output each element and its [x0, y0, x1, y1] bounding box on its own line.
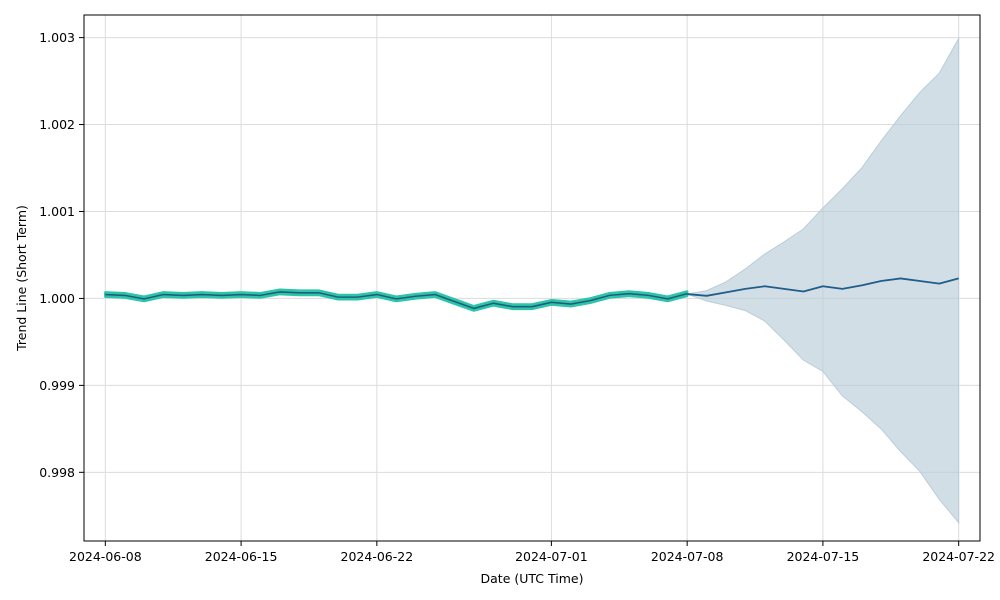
y-tick-label: 1.001: [39, 204, 75, 219]
y-axis-label: Trend Line (Short Term): [14, 205, 29, 352]
history-band: [104, 288, 689, 312]
y-axis: 0.998 0.999 1.000 1.001 1.002 1.003: [39, 30, 84, 480]
y-tick-label: 0.998: [39, 465, 75, 480]
x-tick-label: 2024-06-22: [341, 549, 414, 564]
forecast-trend-line: [687, 277, 959, 297]
x-tick-label: 2024-07-22: [922, 549, 995, 564]
series-layer: [104, 36, 960, 525]
x-tick-label: 2024-06-15: [205, 549, 278, 564]
y-tick-label: 0.999: [39, 378, 75, 393]
y-tick-label: 1.000: [39, 291, 75, 306]
x-tick-label: 2024-07-15: [787, 549, 860, 564]
x-tick-label: 2024-07-01: [515, 549, 588, 564]
x-tick-label: 2024-06-08: [69, 549, 142, 564]
x-tick-label: 2024-07-08: [651, 549, 724, 564]
y-tick-label: 1.002: [39, 117, 75, 132]
x-axis-label: Date (UTC Time): [481, 571, 584, 586]
plot-frame: [83, 14, 981, 542]
history-trend-line: [105, 291, 688, 310]
x-axis: 2024-06-08 2024-06-15 2024-06-22 2024-07-01…: [69, 541, 995, 564]
forecast-confidence-band: [685, 36, 960, 525]
y-tick-label: 1.003: [39, 30, 75, 45]
